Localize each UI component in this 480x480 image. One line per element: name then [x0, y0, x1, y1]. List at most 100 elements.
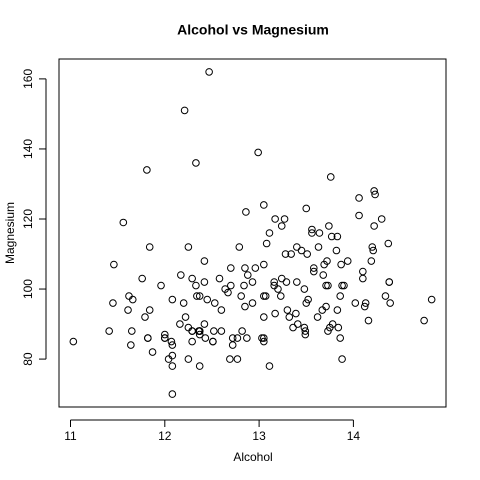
point — [328, 320, 337, 328]
point — [377, 215, 386, 223]
point — [109, 299, 117, 307]
point — [355, 194, 363, 202]
point — [386, 299, 394, 307]
point — [188, 337, 196, 346]
point — [144, 334, 152, 342]
point — [260, 313, 268, 321]
point — [308, 225, 316, 234]
point — [228, 341, 237, 349]
point — [293, 320, 302, 328]
point — [304, 295, 312, 304]
point — [301, 327, 310, 335]
point — [248, 278, 257, 286]
point — [309, 264, 318, 272]
point — [127, 327, 136, 335]
point — [194, 327, 203, 335]
point — [427, 295, 436, 304]
point — [224, 288, 232, 297]
point — [300, 285, 309, 293]
point — [168, 341, 177, 349]
point — [265, 362, 274, 370]
point — [361, 299, 370, 307]
point — [193, 292, 201, 300]
point — [238, 327, 246, 335]
point — [293, 243, 301, 251]
point — [192, 281, 200, 290]
point — [260, 201, 268, 209]
point — [276, 292, 285, 300]
point — [205, 68, 213, 76]
point — [145, 243, 154, 251]
point — [370, 222, 378, 230]
point — [260, 292, 268, 300]
point — [195, 330, 204, 339]
point — [282, 278, 291, 286]
point — [326, 173, 335, 181]
x-tick-label: 14 — [347, 429, 361, 443]
point — [338, 355, 346, 363]
y-tick-label: 140 — [21, 139, 35, 159]
point — [301, 330, 310, 339]
point — [168, 390, 177, 398]
point — [280, 215, 289, 223]
point — [324, 327, 332, 335]
point — [157, 281, 165, 290]
point — [343, 257, 352, 265]
point — [210, 327, 218, 335]
point — [105, 327, 113, 335]
point — [336, 334, 344, 342]
point — [300, 323, 309, 332]
point — [233, 334, 242, 342]
point — [233, 355, 242, 363]
point — [161, 330, 169, 339]
point — [420, 316, 428, 325]
point — [241, 264, 249, 272]
point — [124, 306, 132, 314]
point — [217, 327, 226, 335]
point — [262, 239, 271, 248]
point — [359, 267, 367, 276]
point — [237, 292, 245, 300]
point — [195, 362, 204, 370]
y-tick-label: 120 — [21, 209, 35, 229]
point — [355, 211, 363, 220]
point — [195, 292, 204, 300]
point — [248, 299, 257, 307]
point — [125, 292, 133, 300]
point — [285, 313, 294, 321]
point — [227, 264, 235, 272]
point — [227, 281, 235, 290]
point — [277, 222, 286, 230]
point — [360, 302, 369, 311]
point — [340, 281, 348, 290]
point — [110, 260, 118, 269]
point — [226, 355, 234, 363]
point — [251, 264, 260, 272]
point — [313, 313, 322, 321]
point — [289, 323, 297, 332]
point — [243, 334, 251, 342]
point — [371, 190, 379, 199]
point — [337, 260, 345, 269]
point — [271, 309, 279, 318]
point — [200, 320, 209, 328]
point — [201, 334, 210, 342]
x-tick-label: 12 — [158, 429, 172, 443]
point — [240, 281, 248, 290]
point — [260, 337, 268, 346]
point — [325, 222, 333, 230]
point — [69, 337, 78, 346]
point — [271, 215, 279, 223]
point — [364, 316, 373, 325]
point — [119, 218, 128, 227]
point — [215, 274, 224, 283]
point — [308, 229, 316, 237]
point — [332, 246, 341, 255]
point — [309, 267, 318, 276]
point — [384, 239, 393, 248]
point — [292, 309, 300, 318]
plot-box — [58, 58, 447, 408]
point — [319, 271, 328, 279]
y-tick-label: 100 — [21, 279, 35, 299]
x-tick-label: 11 — [64, 429, 77, 443]
